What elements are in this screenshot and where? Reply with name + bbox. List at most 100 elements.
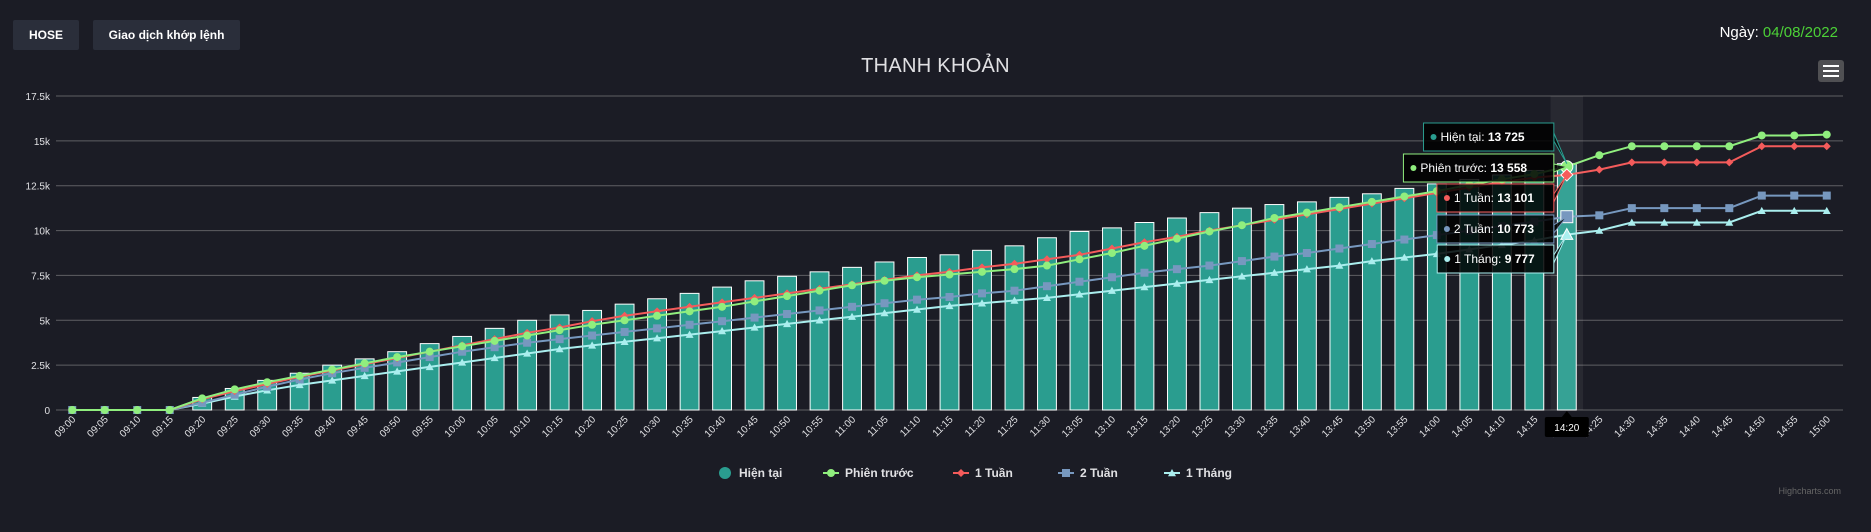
legend-symbol	[719, 467, 731, 479]
bar-hien-tai	[1394, 187, 1415, 411]
tooltip-box	[1436, 214, 1555, 244]
point-phien-truoc	[295, 371, 304, 380]
legend-item-4[interactable]: 1 Tháng	[1164, 466, 1232, 480]
exchange-tab-hose[interactable]: HOSE	[13, 20, 79, 50]
point-phien-truoc	[68, 406, 77, 414]
bar-hien-tai	[1037, 237, 1057, 411]
tooltip-dot	[1443, 226, 1450, 232]
point-2-tuan	[523, 338, 532, 347]
x-tick-label: 13:20	[1158, 414, 1184, 440]
tooltip-text: Phiên trước: 13 558	[1420, 161, 1527, 175]
point-phien-truoc	[1790, 131, 1799, 140]
point-1-thang	[783, 319, 792, 328]
legend-label: Phiên trước	[845, 466, 914, 480]
point-2-tuan	[1725, 204, 1734, 213]
point-2-tuan	[555, 335, 564, 344]
tooltip-dot	[1443, 195, 1450, 201]
point-phien-truoc	[1367, 197, 1376, 206]
point-phien-truoc	[230, 385, 239, 394]
point-1-thang	[977, 299, 986, 307]
point-2-tuan	[848, 302, 857, 311]
point-1-tuan	[1725, 158, 1734, 167]
point-1-thang	[1692, 218, 1701, 226]
legend-item-3[interactable]: 2 Tuần	[1058, 466, 1118, 480]
point-phien-truoc	[588, 320, 597, 329]
crosshair-time-box	[1544, 417, 1589, 437]
x-tick-label: 15:00	[1807, 414, 1833, 440]
tooltip-label: Hiện tại:	[1441, 130, 1488, 144]
point-2-tuan	[1205, 261, 1214, 270]
point-2-tuan	[945, 292, 954, 301]
legend-item-0[interactable]: Hiện tại	[719, 466, 782, 480]
point-2-tuan	[1270, 252, 1279, 261]
point-phien-truoc	[1075, 255, 1084, 264]
tooltip-value: 10 773	[1497, 222, 1534, 236]
point-phien-truoc	[977, 267, 986, 276]
x-tick-label: 11:15	[931, 414, 956, 439]
point-1-thang	[425, 362, 434, 371]
point-1-thang	[1335, 261, 1344, 269]
point-2-tuan	[1335, 244, 1344, 253]
hover-point-1-thang	[1559, 227, 1574, 240]
point-1-thang	[1400, 253, 1409, 261]
credits-link[interactable]: Highcharts.com	[1778, 486, 1841, 496]
bar-hien-tai	[452, 335, 473, 411]
point-phien-truoc	[1270, 214, 1279, 223]
point-2-tuan	[1790, 191, 1799, 200]
point-2-tuan	[685, 320, 694, 329]
x-tick-label: 11:00	[833, 414, 858, 439]
x-tick-label: 14:50	[1742, 414, 1768, 440]
bar-hien-tai	[1296, 201, 1317, 411]
x-tick-label: 10:35	[670, 414, 696, 440]
bar-hien-tai	[744, 280, 765, 411]
point-2-tuan	[1400, 235, 1409, 244]
x-tick-label: 14:45	[1710, 414, 1736, 440]
point-phien-truoc	[133, 406, 142, 414]
date-label: Ngày:	[1719, 24, 1759, 41]
point-phien-truoc	[718, 302, 727, 311]
point-1-thang	[1302, 265, 1311, 273]
legend-item-1[interactable]: Phiên trước	[823, 466, 914, 480]
point-1-thang	[1270, 268, 1279, 276]
tooltip-4: 1 Tháng: 9 777	[1436, 234, 1568, 274]
x-tick-label: 13:30	[1223, 414, 1249, 440]
point-phien-truoc	[1107, 249, 1116, 257]
x-tick-label: 10:30	[638, 414, 664, 440]
point-2-tuan	[718, 317, 727, 326]
x-tick-label: 11:25	[996, 414, 1021, 439]
point-1-thang	[458, 358, 467, 366]
point-phien-truoc	[1042, 261, 1051, 270]
point-2-tuan	[1172, 265, 1181, 274]
tooltip-value: 13 101	[1497, 191, 1534, 205]
x-tick-label: 09:20	[183, 414, 209, 440]
chart-menu-icon[interactable]	[1818, 60, 1844, 82]
bar-hien-tai	[1329, 196, 1350, 411]
legend-symbol	[827, 469, 835, 477]
point-2-tuan	[1302, 249, 1311, 257]
x-tick-label: 10:50	[768, 414, 794, 440]
point-1-tuan	[1660, 158, 1669, 167]
point-phien-truoc	[490, 336, 499, 345]
tooltip-text: 2 Tuần: 10 773	[1454, 222, 1534, 236]
x-tick-label: 14:00	[1418, 414, 1444, 440]
trade-type-tab[interactable]: Giao dịch khớp lệnh	[93, 20, 240, 50]
tooltip-dot	[1444, 256, 1451, 262]
x-tick-label: 10:40	[703, 414, 729, 440]
point-phien-truoc	[263, 378, 272, 387]
y-tick-label: 17.5k	[26, 92, 51, 103]
date-value: 04/08/2022	[1762, 24, 1838, 41]
point-phien-truoc	[1660, 142, 1669, 151]
point-phien-truoc	[1400, 192, 1409, 201]
x-tick-label: 09:50	[378, 414, 404, 440]
point-1-thang	[1595, 226, 1604, 234]
x-tick-label: 10:15	[540, 414, 566, 440]
legend-label: Hiện tại	[739, 466, 782, 480]
legend-symbol	[957, 469, 965, 477]
point-2-tuan	[653, 324, 662, 333]
legend-item-2[interactable]: 1 Tuần	[953, 466, 1013, 480]
bar-hien-tai	[874, 261, 895, 411]
point-2-tuan	[1140, 268, 1149, 277]
point-2-tuan	[1660, 204, 1669, 213]
x-tick-label: 09:30	[248, 414, 274, 440]
y-tick-label: 10k	[34, 227, 51, 238]
